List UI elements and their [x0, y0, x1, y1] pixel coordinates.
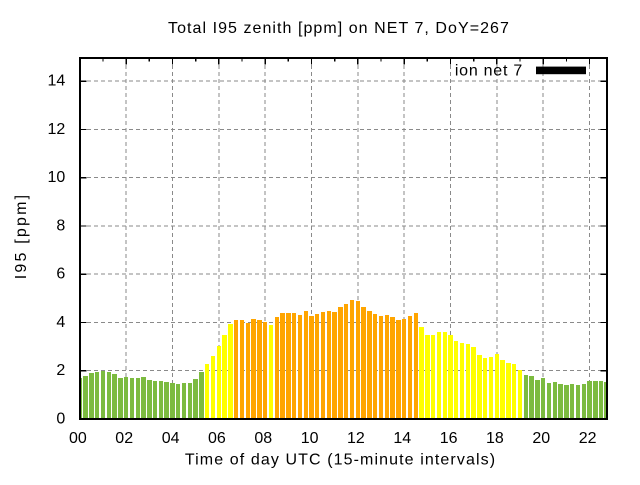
- svg-text:16: 16: [440, 430, 458, 447]
- svg-text:10: 10: [48, 169, 66, 186]
- svg-text:10: 10: [301, 430, 319, 447]
- svg-text:12: 12: [347, 430, 365, 447]
- svg-text:00: 00: [69, 430, 87, 447]
- svg-text:Total I95 zenith [ppm] on NET: Total I95 zenith [ppm] on NET 7, DoY=267: [168, 20, 510, 37]
- svg-text:0: 0: [56, 411, 65, 428]
- svg-text:20: 20: [532, 430, 550, 447]
- svg-text:02: 02: [115, 430, 133, 447]
- svg-text:06: 06: [208, 430, 226, 447]
- svg-text:18: 18: [486, 430, 504, 447]
- svg-text:ion net 7: ion net 7: [455, 63, 523, 80]
- svg-text:22: 22: [579, 430, 597, 447]
- svg-text:14: 14: [393, 430, 411, 447]
- svg-text:2: 2: [56, 362, 65, 379]
- svg-text:4: 4: [56, 314, 65, 331]
- svg-text:12: 12: [48, 121, 66, 138]
- svg-text:14: 14: [48, 73, 66, 90]
- svg-text:Time of day UTC (15-minute int: Time of day UTC (15-minute intervals): [185, 452, 496, 469]
- svg-text:I95 [ppm]: I95 [ppm]: [13, 193, 30, 280]
- svg-text:04: 04: [162, 430, 180, 447]
- svg-text:6: 6: [56, 266, 65, 283]
- svg-text:08: 08: [254, 430, 272, 447]
- svg-text:8: 8: [56, 218, 65, 235]
